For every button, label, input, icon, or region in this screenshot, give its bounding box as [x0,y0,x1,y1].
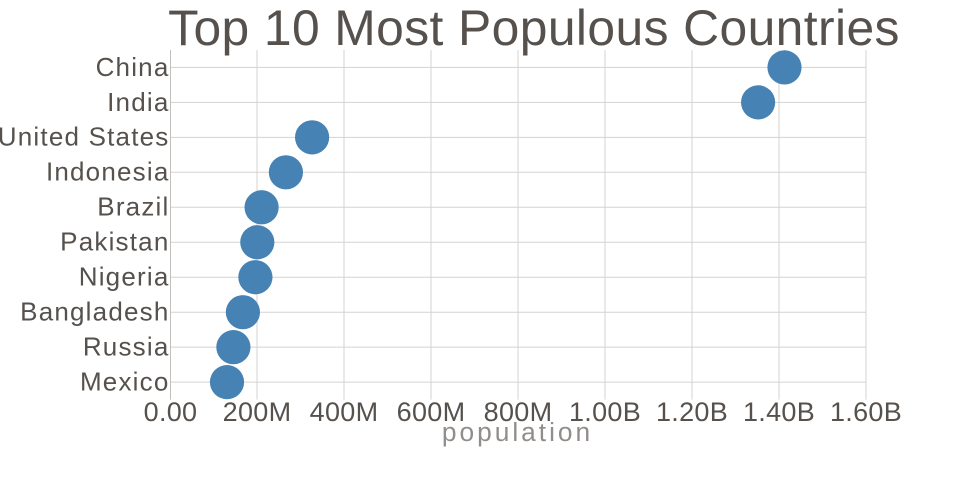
svg-text:Russia: Russia [83,332,170,362]
svg-text:200M: 200M [223,397,292,427]
svg-text:Brazil: Brazil [97,192,169,222]
svg-text:1.00B: 1.00B [569,397,641,427]
svg-text:population: population [442,417,593,447]
svg-text:400M: 400M [310,397,379,427]
svg-text:0.00: 0.00 [144,397,198,427]
svg-text:Bangladesh: Bangladesh [20,297,169,327]
svg-text:1.40B: 1.40B [743,397,815,427]
svg-text:Indonesia: Indonesia [46,157,170,187]
svg-text:1.60B: 1.60B [830,397,902,427]
svg-text:China: China [96,52,170,82]
svg-text:India: India [107,87,169,117]
svg-text:1.20B: 1.20B [656,397,728,427]
svg-text:800M: 800M [484,397,553,427]
svg-text:United States: United States [0,122,170,152]
svg-text:Mexico: Mexico [80,367,170,397]
svg-text:Nigeria: Nigeria [79,262,170,292]
svg-text:Top 10 Most Populous Countries: Top 10 Most Populous Countries [168,0,900,56]
svg-text:600M: 600M [397,397,466,427]
svg-text:Pakistan: Pakistan [60,227,169,257]
